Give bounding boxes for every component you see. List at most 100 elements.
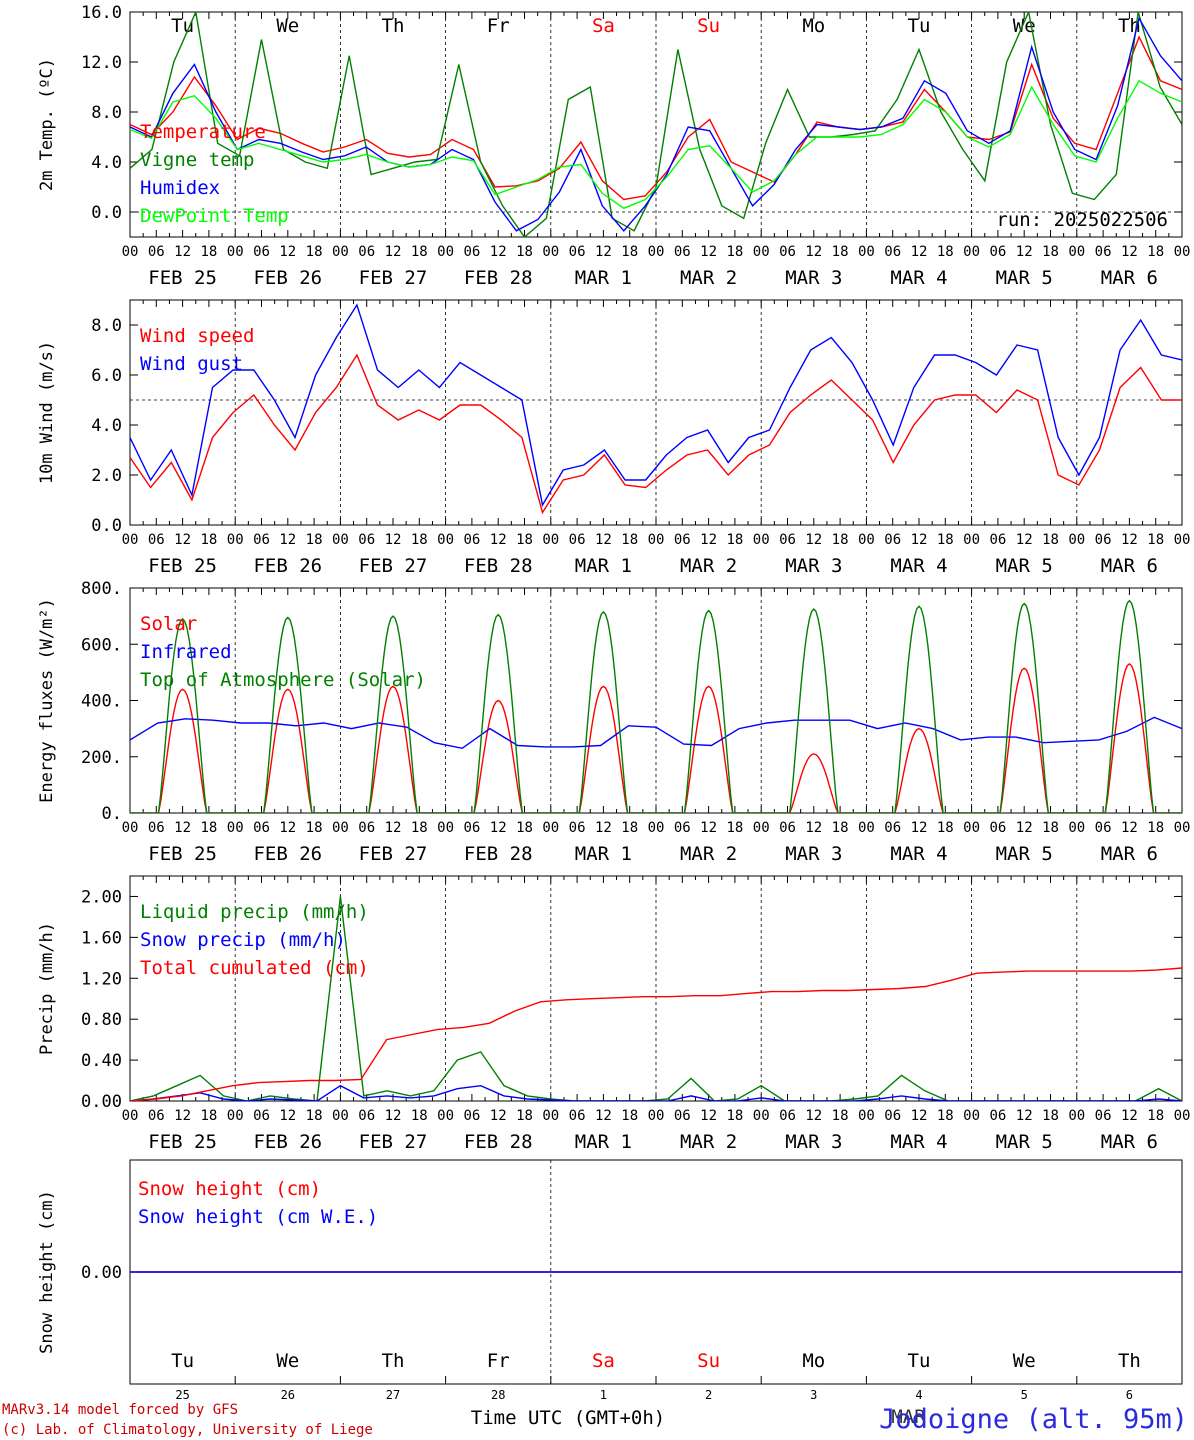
hour-tick-label: 18 bbox=[411, 244, 428, 260]
hour-tick-label: 06 bbox=[463, 244, 480, 260]
credit-line-1: MARv3.14 model forced by GFS bbox=[2, 1402, 238, 1418]
weekday-label: Tu bbox=[908, 15, 931, 37]
panel-2: 8.0 6.0 4.0 2.0 0.0 10m Wind (m/s) 00 06 12 18 00 0… bbox=[37, 299, 1190, 577]
plot-frame bbox=[129, 11, 1183, 238]
hour-tick-label: 00 bbox=[1174, 1108, 1191, 1124]
y-tick-label: 0.00 bbox=[81, 1263, 122, 1283]
legend-entry: Liquid precip (mm/h) bbox=[140, 901, 369, 923]
hour-tick-label: 00 bbox=[227, 1108, 244, 1124]
weekday-label: We bbox=[276, 1350, 299, 1372]
hour-tick-label: 18 bbox=[621, 532, 638, 548]
date-label: MAR 3 bbox=[785, 267, 842, 289]
weekday-label: Fr bbox=[487, 1350, 510, 1372]
hour-tick-label: 00 bbox=[648, 244, 665, 260]
series-line-total-cumulated-cm- bbox=[130, 967, 1182, 1101]
legend-entry: DewPoint Temp bbox=[140, 205, 289, 227]
hour-tick-label: 12 bbox=[174, 244, 191, 260]
date-label: FEB 26 bbox=[253, 267, 322, 289]
day-number-label: 5 bbox=[1021, 1388, 1028, 1402]
hour-tick-label: 00 bbox=[1174, 820, 1191, 836]
y-tick-label: 800. bbox=[81, 579, 122, 599]
hour-tick-label: 00 bbox=[227, 244, 244, 260]
date-label: MAR 5 bbox=[996, 267, 1053, 289]
hour-tick-label: 12 bbox=[595, 532, 612, 548]
date-label: MAR 2 bbox=[680, 1131, 737, 1153]
hour-tick-label: 00 bbox=[332, 532, 349, 548]
date-label: MAR 5 bbox=[996, 843, 1053, 865]
hour-tick-label: 00 bbox=[963, 244, 980, 260]
hour-tick-label: 18 bbox=[306, 820, 323, 836]
hour-tick-label: 06 bbox=[253, 244, 270, 260]
hour-tick-label: 06 bbox=[884, 244, 901, 260]
series-line-vigne-temp bbox=[130, 12, 1182, 237]
hour-tick-label: 18 bbox=[726, 820, 743, 836]
hour-tick-label: 06 bbox=[148, 820, 165, 836]
hour-tick-label: 00 bbox=[1068, 244, 1085, 260]
date-label: MAR 1 bbox=[575, 267, 632, 289]
weekday-label: Mo bbox=[802, 1350, 825, 1372]
weekday-label: Sa bbox=[592, 1350, 615, 1372]
hour-tick-label: 12 bbox=[174, 820, 191, 836]
hour-tick-label: 18 bbox=[200, 1108, 217, 1124]
hour-tick-label: 18 bbox=[306, 1108, 323, 1124]
hour-tick-label: 18 bbox=[832, 532, 849, 548]
hour-tick-label: 06 bbox=[253, 1108, 270, 1124]
date-label: MAR 4 bbox=[890, 555, 947, 577]
hour-tick-label: 06 bbox=[1095, 532, 1112, 548]
hour-tick-label: 00 bbox=[122, 820, 139, 836]
date-label: FEB 26 bbox=[253, 843, 322, 865]
weekday-label: Su bbox=[697, 15, 720, 37]
hour-tick-label: 12 bbox=[1121, 1108, 1138, 1124]
hour-tick-label: 18 bbox=[726, 532, 743, 548]
hour-tick-label: 00 bbox=[1068, 820, 1085, 836]
date-label: MAR 4 bbox=[890, 1131, 947, 1153]
series-line-top-of-atmosphere-solar- bbox=[130, 599, 1182, 813]
y-tick-label: 0.80 bbox=[81, 1010, 122, 1030]
y-tick-label: 0.00 bbox=[81, 1092, 122, 1112]
hour-tick-label: 06 bbox=[358, 820, 375, 836]
date-label: FEB 25 bbox=[148, 843, 217, 865]
series-group bbox=[130, 599, 1182, 813]
date-label: MAR 2 bbox=[680, 267, 737, 289]
hour-tick-label: 00 bbox=[437, 1108, 454, 1124]
hour-tick-label: 06 bbox=[884, 820, 901, 836]
weekday-label: Tu bbox=[171, 1350, 194, 1372]
legend-entry: Total cumulated (cm) bbox=[140, 957, 369, 979]
hour-tick-label: 00 bbox=[332, 244, 349, 260]
y-tick-label: 0.40 bbox=[81, 1051, 122, 1071]
hour-tick-label: 12 bbox=[911, 1108, 928, 1124]
day-number-label: 4 bbox=[915, 1388, 922, 1402]
hour-tick-label: 06 bbox=[569, 820, 586, 836]
day-number-label: 6 bbox=[1126, 1388, 1133, 1402]
y-tick-label: 8.0 bbox=[91, 103, 122, 123]
y-tick-label: 1.60 bbox=[81, 928, 122, 948]
hour-tick-label: 00 bbox=[858, 820, 875, 836]
hour-tick-label: 00 bbox=[858, 244, 875, 260]
hour-tick-label: 12 bbox=[805, 1108, 822, 1124]
date-label: MAR 4 bbox=[890, 267, 947, 289]
hour-tick-label: 00 bbox=[858, 1108, 875, 1124]
date-label: MAR 2 bbox=[680, 843, 737, 865]
y-tick-label: 200. bbox=[81, 748, 122, 768]
y-axis-title: Energy fluxes (W/m²) bbox=[37, 598, 57, 803]
hour-tick-label: 06 bbox=[989, 532, 1006, 548]
hour-tick-label: 00 bbox=[542, 1108, 559, 1124]
hour-tick-label: 00 bbox=[437, 532, 454, 548]
weekday-label: We bbox=[276, 15, 299, 37]
hour-tick-label: 06 bbox=[463, 532, 480, 548]
hour-tick-label: 18 bbox=[411, 1108, 428, 1124]
y-tick-label: 16.0 bbox=[81, 3, 122, 23]
date-label: FEB 27 bbox=[359, 555, 428, 577]
hour-tick-label: 12 bbox=[1016, 532, 1033, 548]
hour-tick-label: 06 bbox=[779, 244, 796, 260]
hour-tick-label: 00 bbox=[227, 820, 244, 836]
hour-tick-label: 18 bbox=[621, 244, 638, 260]
series-line-humidex bbox=[130, 16, 1182, 232]
station-label: Jodoigne (alt. 95m) bbox=[879, 1404, 1188, 1435]
day-number-label: 28 bbox=[491, 1388, 505, 1402]
hour-tick-label: 06 bbox=[1095, 820, 1112, 836]
hour-tick-label: 18 bbox=[1042, 1108, 1059, 1124]
y-tick-label: 400. bbox=[81, 692, 122, 712]
series-line-wind-speed bbox=[130, 353, 1182, 515]
hour-tick-label: 06 bbox=[674, 820, 691, 836]
